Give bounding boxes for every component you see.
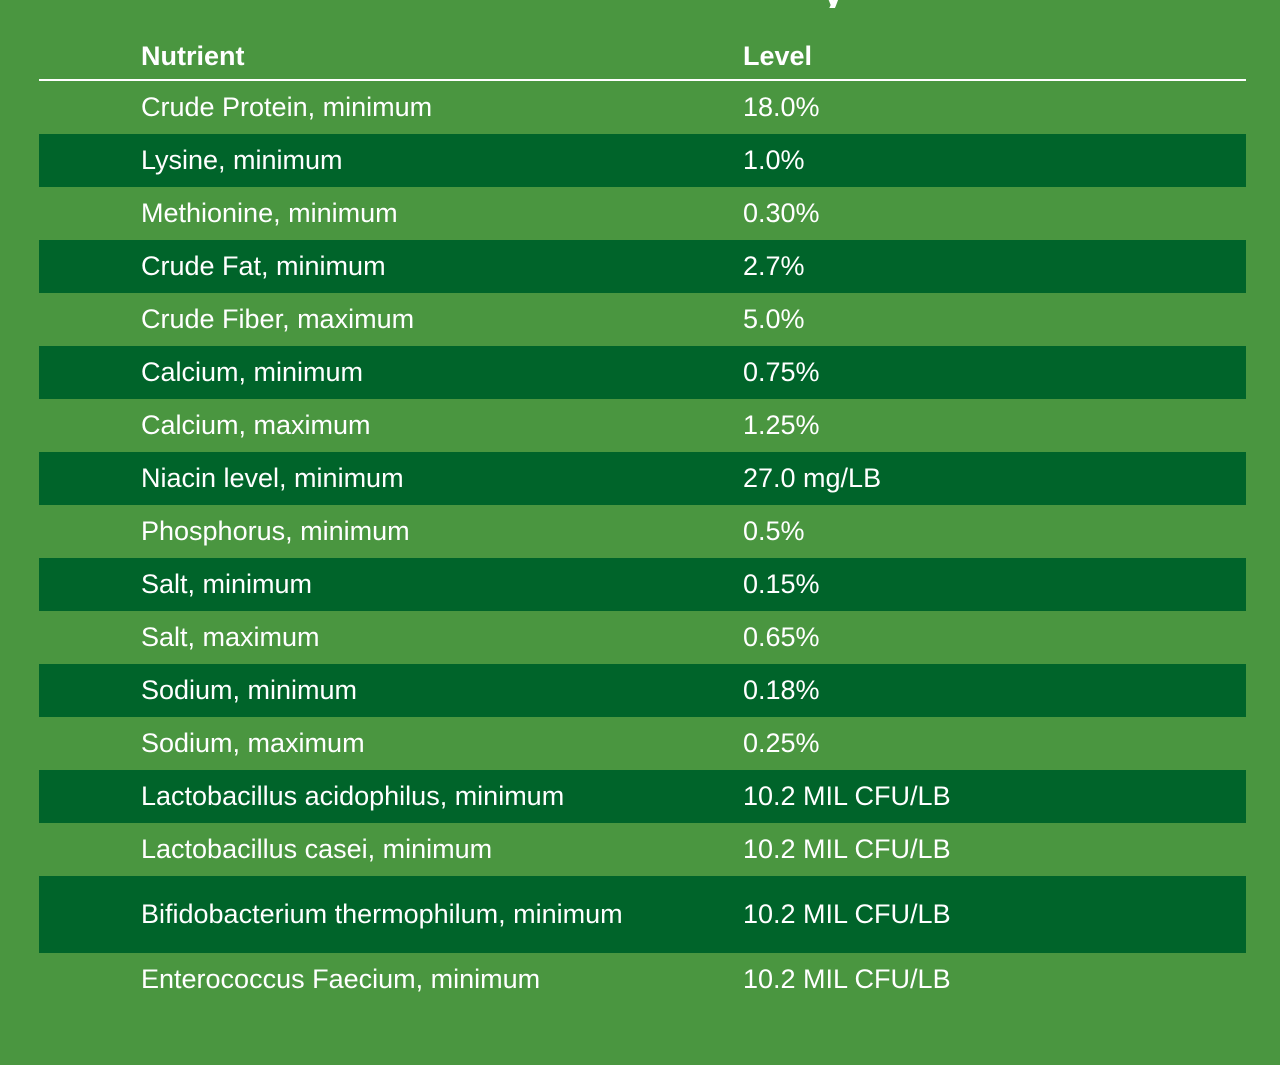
level-cell: 0.30% bbox=[743, 198, 820, 228]
level-cell: 0.5% bbox=[743, 516, 805, 546]
level-cell: 0.25% bbox=[743, 728, 820, 758]
table-row: Phosphorus, minimum 0.5% bbox=[39, 505, 1246, 558]
level-cell: 1.0% bbox=[743, 145, 805, 175]
nutrient-cell: Salt, minimum bbox=[141, 569, 313, 599]
nutrient-cell: Sodium, maximum bbox=[141, 728, 365, 758]
nutrient-cell: Calcium, maximum bbox=[141, 410, 371, 440]
level-column-header: Level bbox=[743, 33, 1246, 81]
level-cell: 27.0 mg/LB bbox=[743, 463, 882, 493]
level-cell: 2.7% bbox=[743, 251, 805, 281]
nutrient-cell: Phosphorus, minimum bbox=[141, 516, 410, 546]
table-row: Lactobacillus casei, minimum 10.2 MIL CF… bbox=[39, 823, 1246, 876]
nutrient-table-container: Nutrient Level Crude Protein, minimum 18… bbox=[39, 33, 1246, 1006]
table-row: Sodium, maximum 0.25% bbox=[39, 717, 1246, 770]
table-row: Salt, maximum 0.65% bbox=[39, 611, 1246, 664]
nutrient-cell: Crude Fiber, maximum bbox=[141, 304, 415, 334]
table-row: Bifidobacterium thermophilum, minimum 10… bbox=[39, 876, 1246, 953]
level-cell: 10.2 MIL CFU/LB bbox=[743, 899, 951, 929]
table-body: Crude Protein, minimum 18.0% Lysine, min… bbox=[39, 80, 1246, 1006]
nutrient-cell: Sodium, minimum bbox=[141, 675, 358, 705]
nutrient-column-header: Nutrient bbox=[39, 33, 743, 81]
nutrient-cell: Crude Protein, minimum bbox=[141, 92, 433, 122]
table-header: Nutrient Level bbox=[39, 33, 1246, 81]
table-row: Methionine, minimum 0.30% bbox=[39, 187, 1246, 240]
nutrient-cell: Enterococcus Faecium, minimum bbox=[141, 964, 541, 994]
table-row: Salt, minimum 0.15% bbox=[39, 558, 1246, 611]
table-row: Lactobacillus acidophilus, minimum 10.2 … bbox=[39, 770, 1246, 823]
nutrient-cell: Crude Fat, minimum bbox=[141, 251, 386, 281]
table-row: Crude Fiber, maximum 5.0% bbox=[39, 293, 1246, 346]
level-cell: 5.0% bbox=[743, 304, 805, 334]
nutrient-cell: Salt, maximum bbox=[141, 622, 320, 652]
table-row: Lysine, minimum 1.0% bbox=[39, 134, 1246, 187]
level-cell: 10.2 MIL CFU/LB bbox=[743, 834, 951, 864]
level-cell: 10.2 MIL CFU/LB bbox=[743, 964, 951, 994]
level-cell: 1.25% bbox=[743, 410, 820, 440]
level-cell: 0.18% bbox=[743, 675, 820, 705]
level-cell: 10.2 MIL CFU/LB bbox=[743, 781, 951, 811]
table-row: Crude Protein, minimum 18.0% bbox=[39, 80, 1246, 134]
table-row: Calcium, maximum 1.25% bbox=[39, 399, 1246, 452]
table-row: Calcium, minimum 0.75% bbox=[39, 346, 1246, 399]
nutrient-cell: Niacin level, minimum bbox=[141, 463, 404, 493]
nutrient-cell: Lactobacillus casei, minimum bbox=[141, 834, 493, 864]
nutrient-cell: Calcium, minimum bbox=[141, 357, 364, 387]
nutrient-cell: Lactobacillus acidophilus, minimum bbox=[141, 781, 565, 811]
nutrient-cell: Methionine, minimum bbox=[141, 198, 398, 228]
level-cell: 0.65% bbox=[743, 622, 820, 652]
guaranteed-analysis-table: Nutrient Level Crude Protein, minimum 18… bbox=[39, 33, 1246, 1006]
cropped-title-fragment: y bbox=[822, 0, 862, 8]
level-cell: 18.0% bbox=[743, 92, 820, 122]
level-cell: 0.75% bbox=[743, 357, 820, 387]
table-row: Crude Fat, minimum 2.7% bbox=[39, 240, 1246, 293]
table-row: Niacin level, minimum 27.0 mg/LB bbox=[39, 452, 1246, 505]
nutrient-cell: Lysine, minimum bbox=[141, 145, 343, 175]
level-cell: 0.15% bbox=[743, 569, 820, 599]
nutrient-cell: Bifidobacterium thermophilum, minimum bbox=[141, 899, 623, 929]
table-row: Sodium, minimum 0.18% bbox=[39, 664, 1246, 717]
header-row: Nutrient Level bbox=[39, 33, 1246, 81]
table-row: Enterococcus Faecium, minimum 10.2 MIL C… bbox=[39, 953, 1246, 1006]
